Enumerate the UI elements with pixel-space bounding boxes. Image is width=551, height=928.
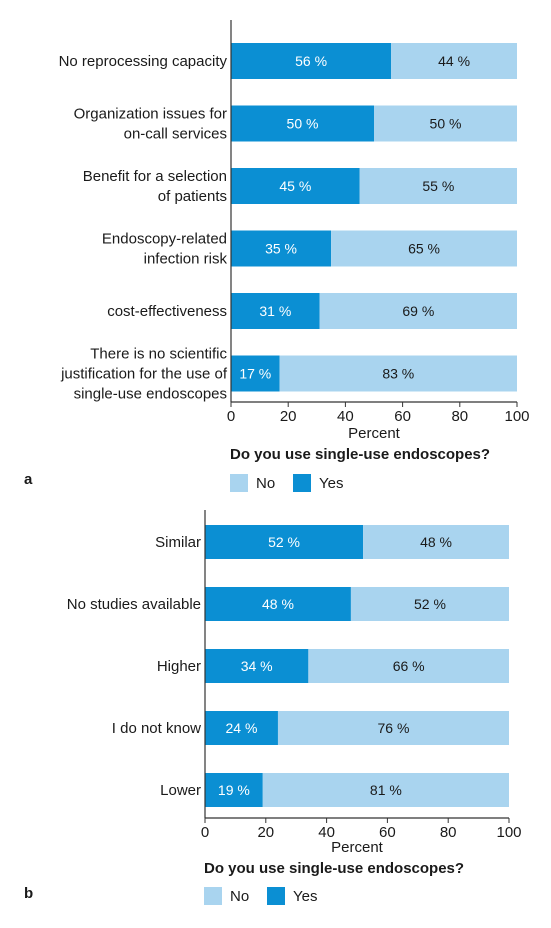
category-label: cost-effectiveness [107,303,227,320]
bar-no [279,355,517,392]
x-tick-label: 100 [504,408,529,425]
category-label: I do not know [112,720,201,737]
x-tick-label: 20 [257,824,274,841]
legend-label-yes: Yes [319,475,343,492]
bar-yes [231,230,332,267]
legend-swatch-no [230,474,248,492]
data-label-no: 76 % [378,720,410,736]
data-label-yes: 19 % [218,782,250,798]
bar-yes [231,168,360,204]
category-label: justification for the use of [60,366,228,383]
legend-swatch-yes [293,474,311,492]
category-label: There is no scientific [90,346,227,363]
data-label-yes: 45 % [279,178,311,194]
bar-yes [205,649,309,683]
category-label: of patients [158,188,227,205]
category-label: Benefit for a selection [83,168,227,185]
bar-no [262,773,509,807]
category-label: No studies available [67,596,201,613]
x-tick-label: 0 [201,824,209,841]
bar-no [374,105,517,142]
data-label-yes: 17 % [239,366,271,382]
legend-title: Do you use single-use endoscopes? [204,860,464,877]
bar-no [391,43,517,79]
category-label: Organization issues for [74,106,227,123]
data-label-yes: 24 % [226,720,258,736]
data-label-no: 48 % [420,534,452,550]
bar-no [308,649,509,683]
data-label-yes: 48 % [262,596,294,612]
x-tick-label: 60 [394,408,411,425]
category-label: Higher [157,658,201,675]
category-label: No reprocessing capacity [59,53,228,70]
x-tick-label: 100 [496,824,521,841]
category-label: infection risk [144,251,228,268]
bar-no [350,587,509,621]
x-axis-label: Percent [348,425,401,442]
x-axis-label: Percent [331,839,384,856]
data-label-yes: 52 % [268,534,300,550]
category-label: single-use endoscopes [74,386,227,403]
category-label: Similar [155,534,201,551]
data-label-no: 81 % [370,782,402,798]
data-label-no: 66 % [393,658,425,674]
category-label: Lower [160,782,201,799]
legend-label-no: No [256,475,275,492]
x-tick-label: 60 [379,824,396,841]
data-label-no: 52 % [414,596,446,612]
data-label-yes: 34 % [241,658,273,674]
data-label-no: 55 % [422,178,454,194]
category-label: on-call services [124,126,227,143]
x-tick-label: 40 [337,408,354,425]
legend-swatch-no [204,887,222,905]
bar-no [363,525,509,559]
bar-yes [231,293,320,329]
data-label-yes: 50 % [287,116,319,132]
data-label-yes: 35 % [265,241,297,257]
category-label: Endoscopy-related [102,231,227,248]
bar-yes [205,711,278,745]
x-tick-label: 20 [280,408,297,425]
bar-no [319,293,517,329]
bar-yes [231,105,374,142]
x-tick-label: 80 [440,824,457,841]
bar-no [277,711,509,745]
data-label-no: 83 % [382,366,414,382]
panel-label: a [24,471,33,488]
data-label-yes: 31 % [259,303,291,319]
data-label-no: 50 % [430,116,462,132]
legend-label-yes: Yes [293,888,317,905]
x-tick-label: 40 [318,824,335,841]
data-label-yes: 56 % [295,53,327,69]
x-tick-label: 80 [451,408,468,425]
bar-yes [205,587,351,621]
legend-label-no: No [230,888,249,905]
panel-label: b [24,885,33,902]
legend-title: Do you use single-use endoscopes? [230,446,490,463]
bar-yes [205,525,364,559]
bar-yes [231,355,280,392]
data-label-no: 65 % [408,241,440,257]
x-tick-label: 0 [227,408,235,425]
bar-yes [231,43,392,79]
bar-no [331,230,517,267]
bar-no [359,168,517,204]
data-label-no: 44 % [438,53,470,69]
legend-swatch-yes [267,887,285,905]
data-label-no: 69 % [402,303,434,319]
bar-yes [205,773,263,807]
